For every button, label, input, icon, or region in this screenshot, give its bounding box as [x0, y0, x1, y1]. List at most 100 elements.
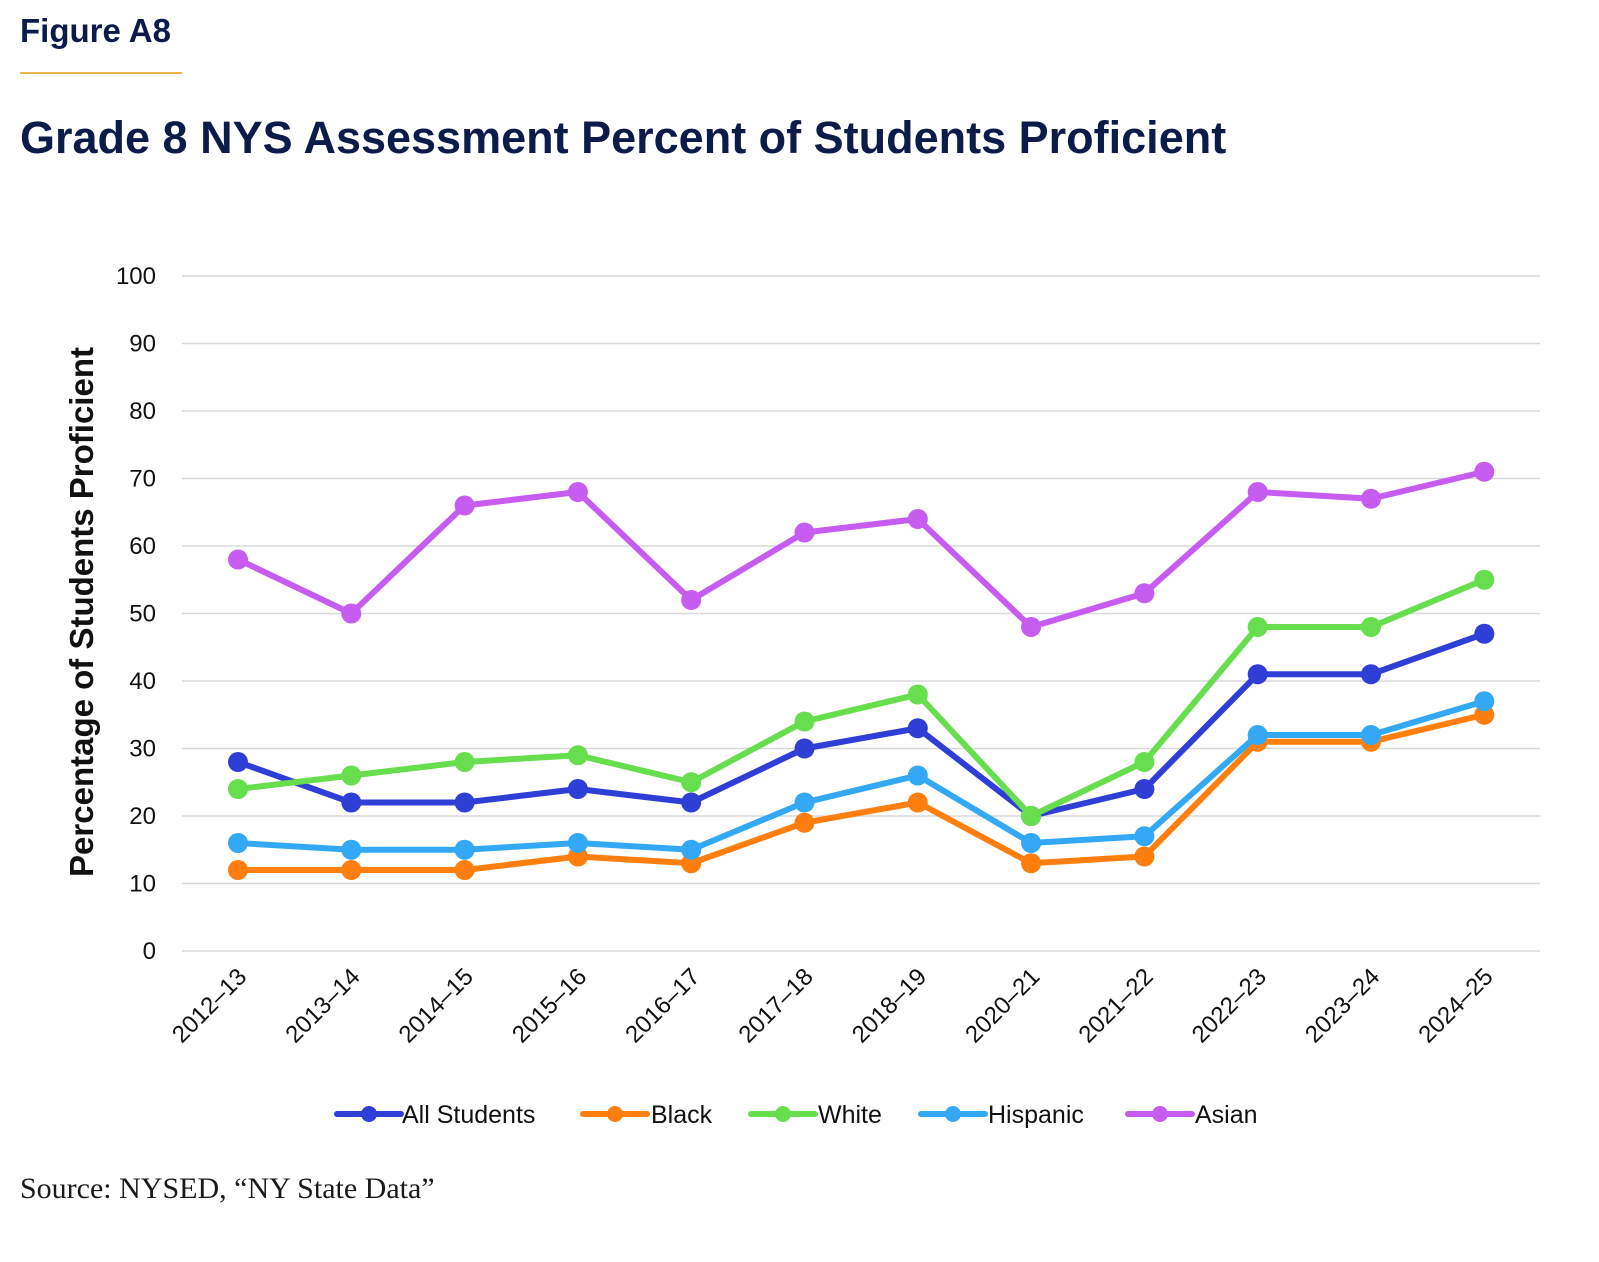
legend-item-asian: Asian [1125, 1101, 1258, 1129]
data-point [1247, 664, 1268, 685]
series-line [235, 630, 1488, 819]
data-point [907, 792, 928, 813]
data-point [1134, 583, 1155, 604]
x-tick-label: 2015–16 [507, 963, 592, 1048]
legend-item-white: White [748, 1101, 882, 1129]
x-tick-label: 2016–17 [620, 963, 705, 1048]
y-tick-label: 20 [129, 803, 156, 830]
x-tick-label: 2013–14 [280, 963, 365, 1048]
data-point [341, 765, 362, 786]
data-point [1134, 826, 1155, 847]
data-point [1021, 617, 1042, 637]
series-line [235, 576, 1488, 819]
data-point [1361, 725, 1381, 745]
data-point [1361, 617, 1381, 637]
data-point [794, 738, 815, 759]
x-tick-label: 2024–25 [1413, 963, 1498, 1048]
y-tick-label: 40 [129, 668, 156, 695]
data-point [1474, 623, 1495, 644]
y-tick-label: 80 [129, 398, 156, 425]
data-point [681, 839, 702, 860]
data-point [1134, 846, 1155, 867]
figure-label: Figure A8 [20, 12, 171, 49]
legend-label: White [818, 1101, 882, 1129]
data-point [567, 482, 588, 502]
data-point [454, 792, 475, 813]
gridlines [182, 275, 1540, 952]
chart-title: Grade 8 NYS Assessment Percent of Studen… [20, 112, 1227, 163]
data-point [1247, 482, 1268, 502]
legend-label: Hispanic [988, 1101, 1084, 1129]
data-point [341, 792, 362, 813]
legend-item-all-students: All Students [334, 1101, 535, 1129]
series-asian [228, 461, 1495, 637]
data-point [454, 495, 475, 516]
series-line [235, 468, 1488, 630]
legend-swatch-marker [775, 1106, 791, 1122]
x-tick-label: 2020–21 [960, 963, 1045, 1048]
x-tick-label: 2023–24 [1300, 963, 1385, 1048]
data-point [1021, 833, 1042, 853]
y-tick-label: 10 [129, 871, 156, 898]
series-lines [228, 461, 1495, 880]
x-tick-label: 2022–23 [1187, 963, 1272, 1048]
data-point [567, 833, 588, 853]
legend-item-black: Black [580, 1101, 713, 1129]
legend-swatch-marker [945, 1106, 961, 1122]
data-point [567, 779, 588, 799]
data-point [341, 860, 362, 880]
data-point [228, 549, 248, 570]
x-tick-label: 2014–15 [394, 963, 479, 1048]
series-white [228, 569, 1495, 826]
legend-label: Asian [1195, 1101, 1258, 1129]
y-tick-label: 90 [129, 331, 156, 358]
y-tick-label: 60 [129, 533, 156, 560]
data-point [794, 711, 815, 732]
data-point [567, 745, 588, 766]
data-point [907, 684, 928, 705]
data-point [228, 752, 248, 772]
data-point [1134, 752, 1155, 772]
y-axis-label: Percentage of Students Proficient [63, 347, 100, 877]
data-point [681, 590, 702, 610]
data-point [454, 860, 475, 880]
data-point [1474, 691, 1495, 712]
data-point [907, 509, 928, 529]
y-tick-label: 0 [143, 938, 156, 965]
x-tick-label: 2017–18 [734, 963, 819, 1048]
data-point [1361, 664, 1381, 685]
data-point [1474, 569, 1495, 590]
data-point [794, 812, 815, 833]
data-point [1247, 617, 1268, 637]
data-point [794, 792, 815, 813]
data-point [454, 839, 475, 860]
data-point [681, 792, 702, 813]
y-tick-label: 30 [129, 736, 156, 763]
source-note: Source: NYSED, “NY State Data” [20, 1172, 435, 1205]
data-point [228, 833, 248, 853]
legend-label: Black [651, 1101, 713, 1129]
series-hispanic [228, 691, 1495, 860]
series-line [235, 698, 1488, 853]
data-point [1134, 779, 1155, 799]
y-tick-label: 100 [116, 263, 156, 290]
y-tick-label: 70 [129, 466, 156, 493]
legend-swatch-marker [361, 1106, 377, 1122]
series-all-students [228, 623, 1495, 826]
x-axis-ticks: 2012–13 2013–14 2014–15 2015–16 2016–17 2017–… [167, 963, 1498, 1048]
series-black [228, 704, 1495, 880]
legend-item-hispanic: Hispanic [918, 1101, 1084, 1129]
y-tick-label: 50 [129, 601, 156, 628]
data-point [1361, 488, 1381, 509]
series-line [235, 711, 1488, 873]
x-tick-label: 2021–22 [1073, 963, 1158, 1048]
data-point [1021, 806, 1042, 826]
data-point [1474, 461, 1495, 482]
data-point [228, 860, 248, 880]
data-point [341, 839, 362, 860]
x-tick-label: 2018–19 [847, 963, 932, 1048]
data-point [907, 765, 928, 786]
data-point [794, 522, 815, 543]
x-tick-label: 2012–13 [167, 963, 252, 1048]
